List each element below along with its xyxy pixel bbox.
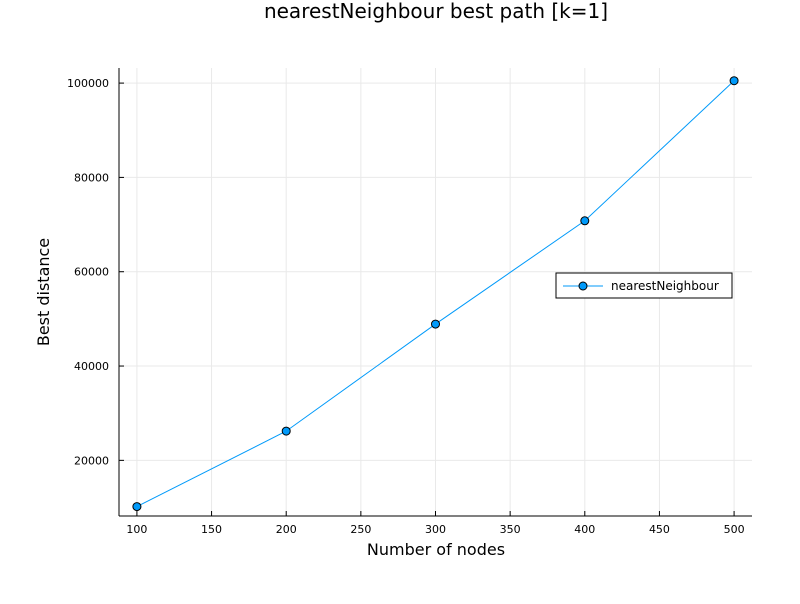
y-tick-label: 40000	[74, 360, 109, 373]
data-point	[580, 216, 590, 226]
y-tick-label: 80000	[74, 171, 109, 184]
x-tick-label: 500	[724, 523, 745, 536]
data-point	[431, 319, 440, 329]
axis-ticks: 100 150 200 250 300 350 400 450 500 20000 40000 600…	[67, 77, 745, 536]
chart-title: nearestNeighbour best path [k=1]	[264, 0, 608, 23]
x-tick-label: 150	[201, 523, 222, 536]
y-tick-label: 60000	[74, 266, 109, 279]
legend-label: nearestNeighbour	[611, 279, 719, 293]
x-tick-label: 100	[126, 523, 147, 536]
data-point	[729, 76, 739, 86]
grid-lines	[119, 68, 752, 516]
legend: nearestNeighbour	[555, 272, 733, 299]
y-tick-label: 100000	[67, 77, 109, 90]
x-tick-label: 300	[425, 523, 446, 536]
x-tick-label: 400	[574, 523, 595, 536]
x-tick-label: 250	[350, 523, 371, 536]
data-point	[281, 426, 291, 436]
x-axis-label: Number of nodes	[367, 540, 505, 559]
data-point	[132, 502, 142, 512]
legend-marker	[578, 281, 588, 291]
y-tick-label: 20000	[74, 454, 109, 467]
series-layer	[132, 76, 739, 512]
y-axis-label: Best distance	[34, 238, 53, 346]
x-tick-label: 200	[276, 523, 297, 536]
x-tick-label: 350	[500, 523, 521, 536]
x-tick-label: 450	[649, 523, 670, 536]
